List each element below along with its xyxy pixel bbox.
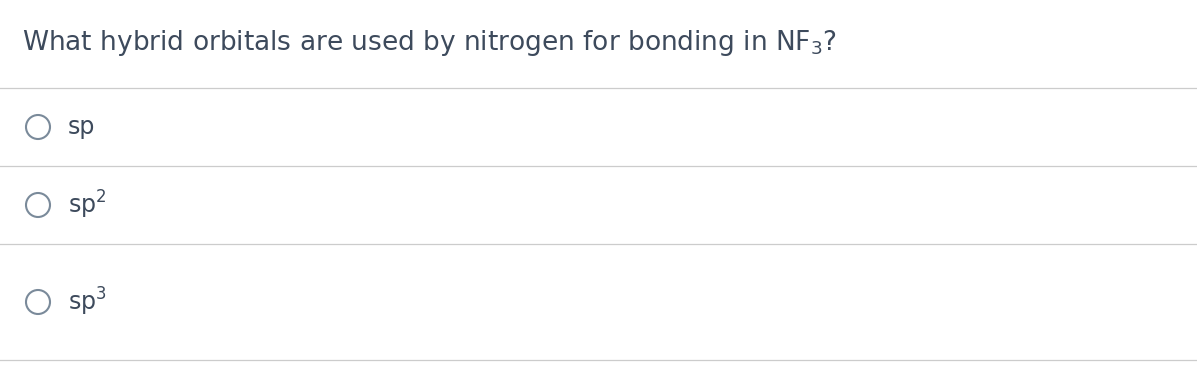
Text: What hybrid orbitals are used by nitrogen for bonding in NF$_3$?: What hybrid orbitals are used by nitroge…: [22, 28, 837, 58]
Text: sp$^2$: sp$^2$: [68, 189, 107, 221]
Text: sp: sp: [68, 115, 96, 139]
Text: sp$^3$: sp$^3$: [68, 286, 107, 318]
